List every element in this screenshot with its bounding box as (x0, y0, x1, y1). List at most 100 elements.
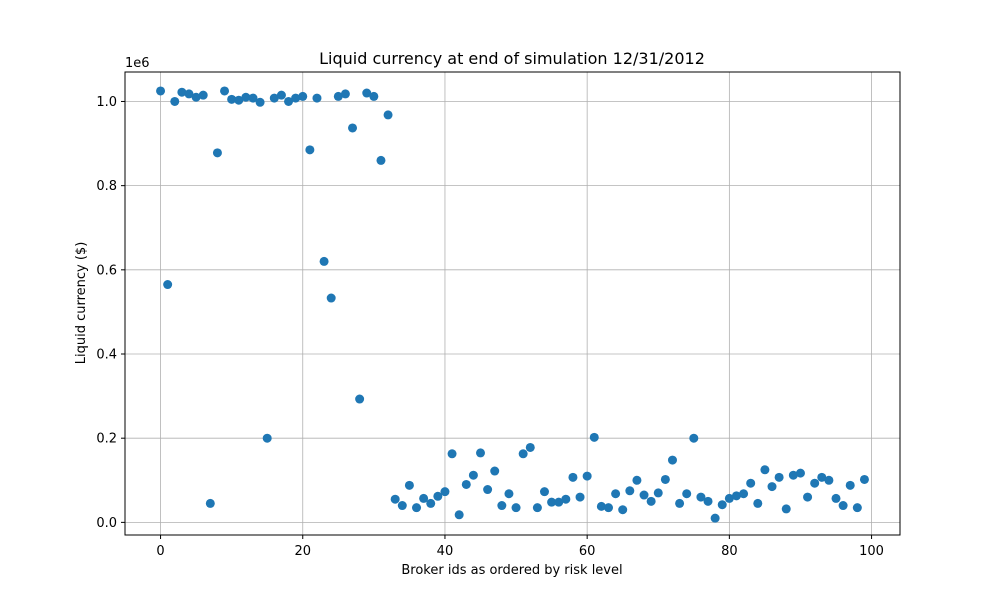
y-axis-label: Liquid currency ($) (74, 242, 89, 365)
data-point (170, 96, 180, 106)
data-point (532, 503, 542, 513)
data-point (831, 493, 841, 503)
data-point (817, 472, 827, 482)
data-point (305, 145, 315, 155)
data-point (667, 455, 677, 465)
data-point (710, 513, 720, 523)
data-point (291, 93, 301, 103)
data-point (547, 497, 557, 507)
data-point (575, 492, 585, 502)
data-point (340, 89, 350, 99)
data-point (490, 466, 500, 476)
data-point (255, 97, 265, 107)
x-tick-label: 40 (437, 544, 454, 559)
data-point (653, 488, 663, 498)
data-point (156, 86, 166, 96)
data-point (810, 478, 820, 488)
data-point (803, 492, 813, 502)
data-point (788, 470, 798, 480)
data-point (454, 510, 464, 520)
data-point (760, 465, 770, 475)
data-point (731, 491, 741, 501)
data-point (561, 494, 571, 504)
data-point (639, 490, 649, 500)
data-point (703, 496, 713, 506)
data-point (440, 487, 450, 497)
data-point (739, 489, 749, 499)
data-point (611, 489, 621, 499)
data-point (262, 433, 272, 443)
data-point (397, 501, 407, 511)
data-point (326, 293, 336, 303)
data-point (746, 478, 756, 488)
data-point (269, 93, 279, 103)
y-axis-offset-label: 1e6 (125, 56, 150, 71)
data-point (198, 90, 208, 100)
data-point (276, 90, 286, 100)
data-point (319, 256, 329, 266)
data-point (696, 492, 706, 502)
data-point (632, 475, 642, 485)
data-point (227, 94, 237, 104)
data-point (554, 497, 564, 507)
data-point (412, 503, 422, 513)
data-point (781, 504, 791, 514)
data-point (355, 394, 365, 404)
data-point (177, 87, 187, 97)
data-point (369, 91, 379, 101)
data-point (212, 148, 222, 158)
data-point (284, 96, 294, 106)
data-point (646, 496, 656, 506)
data-point (191, 92, 201, 102)
data-point (753, 498, 763, 508)
data-point (838, 501, 848, 511)
x-tick-label: 20 (294, 544, 311, 559)
data-point (248, 93, 258, 103)
x-tick-label: 60 (579, 544, 596, 559)
y-tick-label: 0.8 (96, 179, 117, 194)
data-point (383, 110, 393, 120)
data-point (426, 498, 436, 508)
data-point (348, 123, 358, 133)
data-point (518, 449, 528, 459)
y-tick-label: 0.6 (96, 263, 117, 278)
data-points (156, 86, 869, 523)
y-axis-ticks: 0.0 0.2 0.4 0.6 0.8 1.0 (96, 95, 125, 531)
data-point (504, 489, 514, 499)
data-point (689, 433, 699, 443)
data-point (497, 501, 507, 511)
data-point (205, 498, 215, 508)
data-point (618, 505, 628, 515)
data-point (390, 494, 400, 504)
data-point (525, 442, 535, 452)
data-point (362, 88, 372, 98)
data-point (234, 95, 244, 105)
data-point (852, 503, 862, 513)
data-point (163, 280, 173, 290)
data-point (433, 491, 443, 501)
y-tick-label: 0.4 (96, 348, 117, 363)
x-tick-label: 0 (156, 544, 164, 559)
x-axis-ticks: 0 20 40 60 80 100 (156, 535, 884, 559)
data-point (184, 89, 194, 99)
chart-title: Liquid currency at end of simulation 12/… (319, 49, 705, 68)
data-point (795, 468, 805, 478)
data-point (483, 485, 493, 495)
data-point (419, 493, 429, 503)
data-point (447, 449, 457, 459)
data-point (476, 448, 486, 458)
data-point (589, 432, 599, 442)
data-point (461, 479, 471, 489)
data-point (241, 92, 251, 102)
data-point (675, 498, 685, 508)
data-point (298, 91, 308, 101)
data-point (404, 480, 414, 490)
data-point (596, 501, 606, 511)
data-point (539, 487, 549, 497)
data-point (824, 475, 834, 485)
data-point (774, 472, 784, 482)
data-point (468, 470, 478, 480)
x-tick-label: 80 (721, 544, 738, 559)
